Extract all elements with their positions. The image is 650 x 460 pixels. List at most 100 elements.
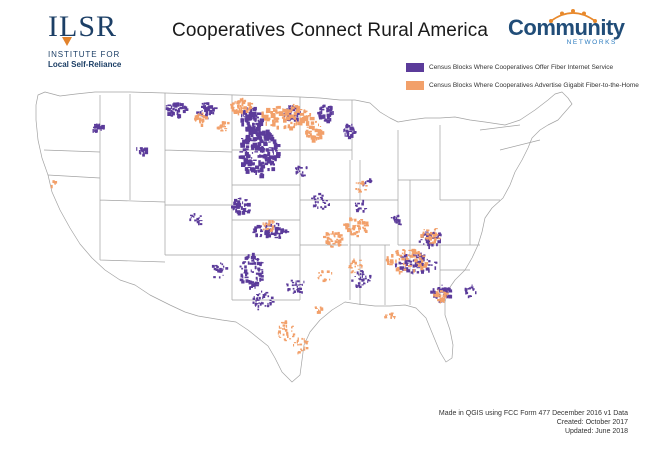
census-block xyxy=(349,228,352,232)
census-block xyxy=(241,101,244,106)
gigabit-blocks-layer xyxy=(50,97,449,355)
census-block xyxy=(317,111,321,115)
census-block xyxy=(290,113,292,116)
census-block xyxy=(216,265,219,268)
census-block xyxy=(242,261,245,265)
census-block xyxy=(449,291,453,293)
census-block xyxy=(323,202,327,204)
census-block xyxy=(140,147,143,151)
census-block xyxy=(208,113,211,116)
census-block xyxy=(337,235,339,238)
census-block xyxy=(347,228,350,233)
census-block xyxy=(276,110,278,115)
census-block xyxy=(431,243,434,247)
census-block xyxy=(402,249,405,251)
census-block xyxy=(285,231,290,233)
census-block xyxy=(320,206,323,209)
census-block xyxy=(422,231,425,235)
census-block xyxy=(293,344,295,347)
census-block xyxy=(167,108,171,112)
census-block xyxy=(443,300,445,303)
census-block xyxy=(233,110,238,114)
census-block xyxy=(185,108,189,111)
census-block xyxy=(348,267,351,269)
census-block xyxy=(329,106,333,110)
census-block xyxy=(475,291,477,295)
census-block xyxy=(395,264,397,268)
census-block xyxy=(423,264,427,268)
ilsr-tagline-line1: INSTITUTE FOR xyxy=(48,50,121,59)
census-block xyxy=(192,216,195,218)
census-block xyxy=(301,291,303,294)
census-block xyxy=(286,333,289,336)
census-block xyxy=(412,254,415,256)
census-block xyxy=(250,168,256,173)
census-block xyxy=(319,111,322,113)
census-block xyxy=(50,184,53,189)
census-block xyxy=(170,109,173,113)
census-block xyxy=(283,327,286,330)
census-block xyxy=(360,267,363,269)
census-block xyxy=(270,160,273,166)
census-block xyxy=(258,121,264,126)
census-block xyxy=(256,224,261,229)
census-block xyxy=(136,147,138,151)
census-block xyxy=(393,215,396,218)
census-block xyxy=(318,114,322,117)
census-block xyxy=(468,287,471,290)
census-block xyxy=(315,308,318,309)
census-block xyxy=(267,305,270,307)
census-block xyxy=(263,134,268,139)
census-block xyxy=(201,121,204,124)
census-block xyxy=(357,225,361,228)
census-block xyxy=(318,123,319,127)
census-block xyxy=(265,134,271,140)
census-block xyxy=(344,133,346,137)
census-block xyxy=(274,228,279,232)
census-block xyxy=(297,284,300,286)
census-block xyxy=(243,272,247,274)
census-block xyxy=(409,263,413,266)
census-block xyxy=(287,124,290,128)
census-block xyxy=(250,162,255,166)
census-block xyxy=(258,293,261,295)
census-block xyxy=(423,254,426,257)
census-block xyxy=(312,204,314,208)
census-block xyxy=(245,272,249,275)
census-block xyxy=(360,270,364,272)
census-block xyxy=(433,239,436,244)
census-block xyxy=(255,170,257,175)
census-block xyxy=(408,254,411,257)
census-block xyxy=(172,107,175,111)
census-block xyxy=(299,290,302,293)
census-block xyxy=(244,205,246,207)
census-block xyxy=(419,255,423,258)
census-block xyxy=(297,121,301,126)
census-block xyxy=(397,253,400,256)
census-block xyxy=(326,233,330,236)
census-block xyxy=(270,223,273,227)
census-block xyxy=(275,222,278,225)
census-block xyxy=(346,133,350,137)
census-block xyxy=(243,209,247,211)
census-block xyxy=(165,105,168,107)
census-block xyxy=(272,233,274,235)
census-block xyxy=(266,229,271,233)
census-block xyxy=(438,232,441,235)
ilsr-logo[interactable]: ILSR INSTITUTE FOR Local Self-Reliance xyxy=(48,12,128,70)
census-block xyxy=(235,203,240,207)
community-networks-logo[interactable]: Community NETWORKS xyxy=(508,9,633,46)
census-block xyxy=(255,276,258,280)
census-block xyxy=(260,261,263,265)
census-block xyxy=(391,254,394,258)
census-block xyxy=(224,128,228,130)
census-block xyxy=(437,289,442,291)
census-block xyxy=(356,209,359,213)
census-block xyxy=(255,300,257,303)
census-block xyxy=(360,219,364,221)
census-block xyxy=(271,228,274,231)
census-block xyxy=(253,229,257,233)
census-block xyxy=(245,140,250,145)
census-block xyxy=(360,273,362,276)
census-block xyxy=(254,151,259,153)
